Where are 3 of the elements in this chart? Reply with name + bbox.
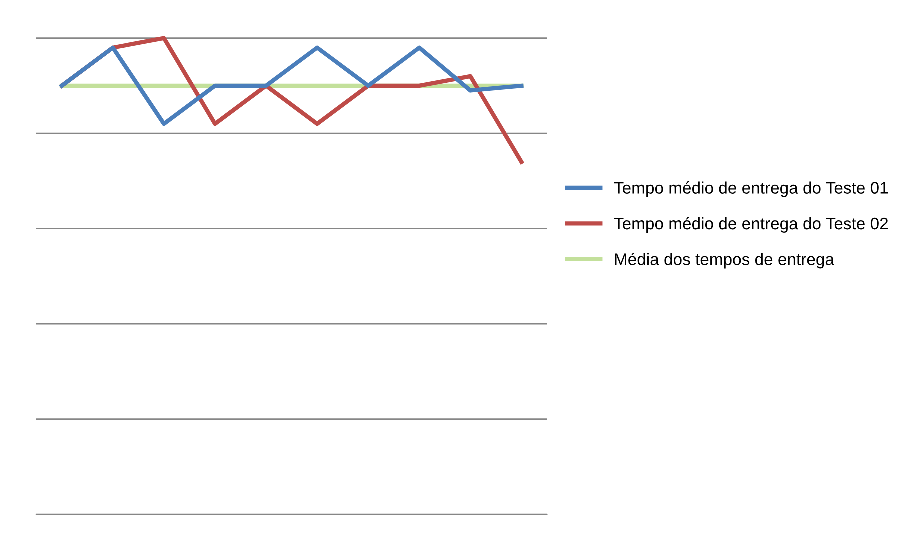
- legend-label: Tempo médio de entrega do Teste 01: [614, 182, 888, 198]
- legend-label: Média dos tempos de entrega: [615, 252, 834, 269]
- legend-label: Tempo médio de entrega do Teste 02: [614, 217, 888, 233]
